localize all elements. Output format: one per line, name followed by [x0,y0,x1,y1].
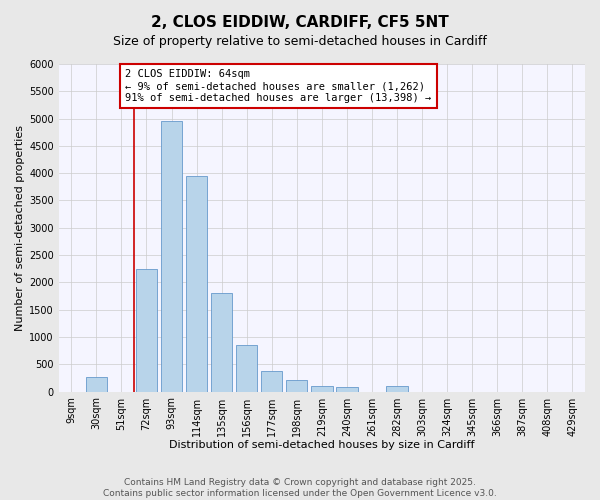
Bar [261,371,283,392]
Text: Size of property relative to semi-detached houses in Cardiff: Size of property relative to semi-detach… [113,35,487,48]
Bar [311,386,332,392]
Bar [336,387,358,392]
Text: 2, CLOS EIDDIW, CARDIFF, CF5 5NT: 2, CLOS EIDDIW, CARDIFF, CF5 5NT [151,15,449,30]
Text: 2 CLOS EIDDIW: 64sqm
← 9% of semi-detached houses are smaller (1,262)
91% of sem: 2 CLOS EIDDIW: 64sqm ← 9% of semi-detach… [125,70,431,102]
Bar [286,380,307,392]
Bar [236,345,257,392]
Bar [161,122,182,392]
Text: Contains HM Land Registry data © Crown copyright and database right 2025.
Contai: Contains HM Land Registry data © Crown c… [103,478,497,498]
Bar [186,176,207,392]
Y-axis label: Number of semi-detached properties: Number of semi-detached properties [15,125,25,331]
X-axis label: Distribution of semi-detached houses by size in Cardiff: Distribution of semi-detached houses by … [169,440,475,450]
Bar [136,268,157,392]
Bar [86,377,107,392]
Bar [386,386,408,392]
Bar [211,294,232,392]
